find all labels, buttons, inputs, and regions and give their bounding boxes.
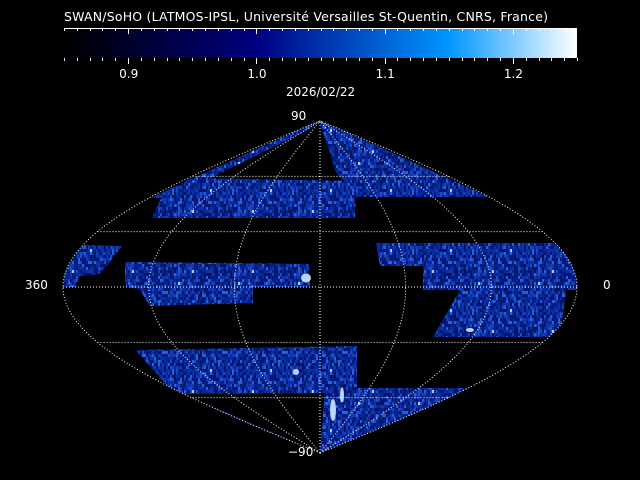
colorbar-minor-tick [179, 58, 180, 61]
colorbar-minor-tick [577, 58, 578, 61]
observation-region [135, 346, 357, 394]
colorbar-minor-tick [410, 58, 411, 61]
colorbar-minor-tick [462, 58, 463, 61]
bright-source [340, 388, 344, 403]
colorbar-minor-tick [359, 58, 360, 61]
colorbar-minor-tick [513, 58, 514, 61]
colorbar-minor-tick [321, 58, 322, 61]
colorbar-minor-tick [90, 58, 91, 61]
colorbar-minor-tick [436, 58, 437, 61]
colorbar-minor-tick [449, 58, 450, 61]
colorbar-minor-tick [141, 58, 142, 61]
colorbar-minor-tick [526, 58, 527, 61]
colorbar-minor-tick [115, 58, 116, 61]
colorbar-minor-tick [539, 58, 540, 61]
colorbar-minor-tick [564, 58, 565, 61]
colorbar-minor-tick [192, 58, 193, 61]
colorbar-minor-tick [218, 58, 219, 61]
colorbar-minor-tick [333, 58, 334, 61]
colorbar-minor-tick [346, 58, 347, 61]
colorbar-minor-tick [167, 58, 168, 61]
observation-region [125, 262, 310, 306]
colorbar-minor-tick [308, 58, 309, 61]
colorbar-minor-tick [372, 58, 373, 61]
colorbar-minor-tick [551, 58, 552, 61]
colorbar-minor-tick [64, 58, 65, 61]
left-longitude-label: 360 [25, 279, 48, 291]
colorbar-minor-tick [385, 58, 386, 61]
bright-source [466, 328, 474, 332]
colorbar-minor-tick [205, 58, 206, 61]
colorbar-minor-tick [128, 58, 129, 61]
colorbar-minor-tick [269, 58, 270, 61]
colorbar-minor-tick [397, 58, 398, 61]
north-pole-label: 90 [291, 110, 306, 122]
colorbar-minor-tick [474, 58, 475, 61]
colorbar-minor-tick [77, 58, 78, 61]
colorbar-minor-tick [244, 58, 245, 61]
colorbar-minor-tick [154, 58, 155, 61]
colorbar-minor-tick [282, 58, 283, 61]
bright-source [330, 399, 336, 421]
colorbar-minor-tick [256, 58, 257, 61]
observation-region [152, 178, 356, 218]
colorbar-minor-tick [500, 58, 501, 61]
right-longitude-label: 0 [603, 279, 611, 291]
observation-region [160, 388, 320, 453]
observation-region [64, 245, 122, 287]
south-pole-label: −90 [288, 446, 313, 458]
colorbar-minor-tick [295, 58, 296, 61]
colorbar-minor-tick [487, 58, 488, 61]
colorbar-minor-tick [231, 58, 232, 61]
bright-source [293, 369, 299, 375]
colorbar-minor-tick [102, 58, 103, 61]
colorbar-minor-tick [423, 58, 424, 61]
bright-source [301, 274, 311, 283]
observation-region [376, 243, 578, 337]
